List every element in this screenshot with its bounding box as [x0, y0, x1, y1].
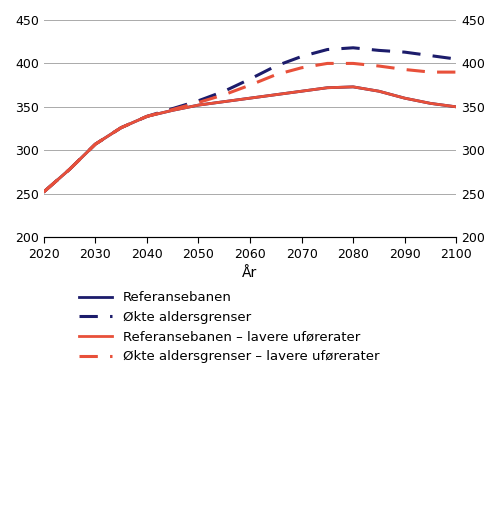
Økte aldersgrenser: [273, 63, 279, 69]
Line: Økte aldersgrenser – lavere uførerater: Økte aldersgrenser – lavere uførerater: [44, 64, 457, 192]
Referansebanen – lavere uførerater: [428, 100, 434, 106]
Referansebanen – lavere uførerater: [454, 104, 460, 110]
Referansebanen: [428, 100, 434, 106]
Referansebanen: [40, 189, 46, 195]
Referansebanen: [376, 88, 382, 94]
Økte aldersgrenser: [247, 76, 253, 82]
Referansebanen – lavere uførerater: [247, 95, 253, 101]
Økte aldersgrenser – lavere uførerater: [92, 141, 98, 147]
Økte aldersgrenser: [170, 106, 175, 112]
Referansebanen: [221, 99, 227, 105]
Økte aldersgrenser – lavere uførerater: [221, 91, 227, 98]
Referansebanen – lavere uførerater: [402, 95, 407, 101]
Økte aldersgrenser: [40, 189, 46, 195]
Referansebanen – lavere uførerater: [66, 166, 72, 172]
Økte aldersgrenser: [118, 124, 124, 131]
Referansebanen: [273, 91, 279, 98]
Økte aldersgrenser: [376, 47, 382, 53]
Økte aldersgrenser: [324, 46, 330, 52]
Referansebanen – lavere uførerater: [273, 91, 279, 98]
Økte aldersgrenser – lavere uførerater: [428, 69, 434, 75]
Referansebanen: [118, 124, 124, 131]
Økte aldersgrenser: [144, 113, 150, 119]
Økte aldersgrenser – lavere uførerater: [196, 100, 202, 106]
Referansebanen: [144, 113, 150, 119]
Referansebanen – lavere uførerater: [92, 141, 98, 147]
Referansebanen: [350, 84, 356, 90]
Referansebanen: [66, 166, 72, 172]
Referansebanen: [454, 104, 460, 110]
Økte aldersgrenser – lavere uførerater: [376, 63, 382, 69]
Økte aldersgrenser – lavere uførerater: [273, 72, 279, 78]
X-axis label: År: År: [242, 266, 258, 280]
Referansebanen – lavere uførerater: [144, 113, 150, 119]
Økte aldersgrenser – lavere uførerater: [247, 82, 253, 88]
Økte aldersgrenser – lavere uførerater: [144, 113, 150, 119]
Økte aldersgrenser: [92, 141, 98, 147]
Referansebanen – lavere uførerater: [118, 124, 124, 131]
Økte aldersgrenser: [66, 166, 72, 172]
Referansebanen: [298, 88, 304, 94]
Økte aldersgrenser – lavere uførerater: [40, 189, 46, 195]
Økte aldersgrenser: [454, 56, 460, 62]
Økte aldersgrenser: [428, 52, 434, 58]
Referansebanen – lavere uførerater: [350, 84, 356, 90]
Referansebanen: [92, 141, 98, 147]
Referansebanen – lavere uførerater: [40, 189, 46, 195]
Referansebanen – lavere uførerater: [298, 88, 304, 94]
Referansebanen: [402, 95, 407, 101]
Økte aldersgrenser – lavere uførerater: [350, 60, 356, 67]
Økte aldersgrenser – lavere uførerater: [454, 69, 460, 75]
Økte aldersgrenser – lavere uførerater: [324, 60, 330, 67]
Referansebanen – lavere uførerater: [376, 88, 382, 94]
Referansebanen: [324, 85, 330, 91]
Line: Økte aldersgrenser: Økte aldersgrenser: [44, 48, 457, 192]
Økte aldersgrenser: [196, 98, 202, 104]
Økte aldersgrenser – lavere uførerater: [170, 106, 175, 112]
Økte aldersgrenser – lavere uførerater: [118, 124, 124, 131]
Referansebanen – lavere uførerater: [221, 99, 227, 105]
Referansebanen – lavere uførerater: [170, 107, 175, 113]
Økte aldersgrenser: [350, 45, 356, 51]
Referansebanen: [196, 102, 202, 108]
Økte aldersgrenser – lavere uførerater: [298, 65, 304, 71]
Økte aldersgrenser: [298, 53, 304, 59]
Referansebanen – lavere uførerater: [324, 85, 330, 91]
Line: Referansebanen: Referansebanen: [44, 87, 457, 192]
Referansebanen – lavere uførerater: [196, 102, 202, 108]
Referansebanen: [247, 95, 253, 101]
Økte aldersgrenser – lavere uførerater: [402, 67, 407, 73]
Økte aldersgrenser – lavere uførerater: [66, 166, 72, 172]
Line: Referansebanen – lavere uførerater: Referansebanen – lavere uførerater: [44, 87, 457, 192]
Økte aldersgrenser: [221, 88, 227, 94]
Legend: Referansebanen, Økte aldersgrenser, Referansebanen – lavere uførerater, Økte ald: Referansebanen, Økte aldersgrenser, Refe…: [80, 292, 380, 363]
Referansebanen: [170, 107, 175, 113]
Økte aldersgrenser: [402, 49, 407, 55]
